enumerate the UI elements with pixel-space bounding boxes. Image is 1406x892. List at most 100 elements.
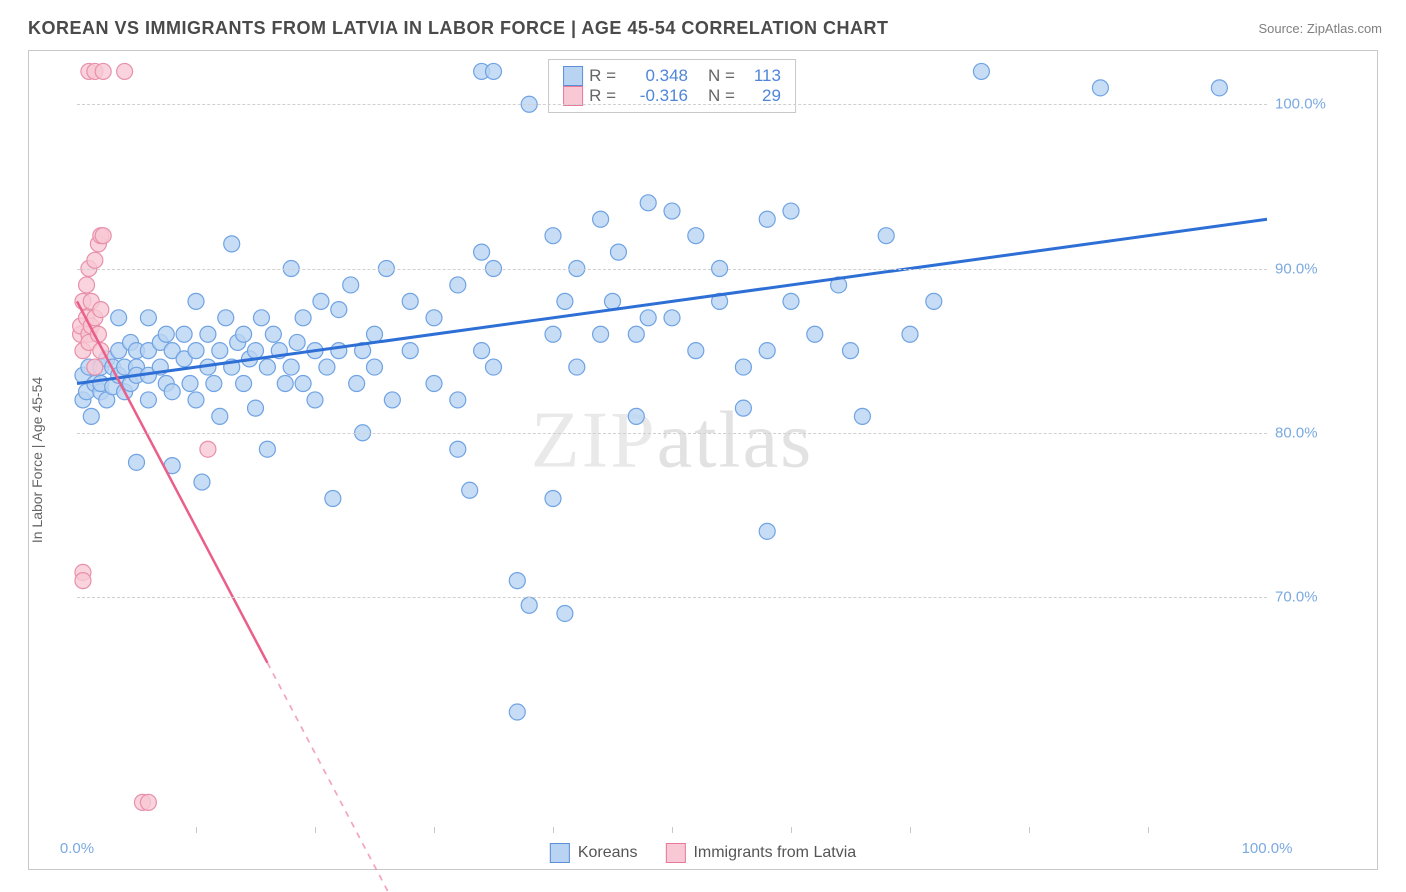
data-point — [664, 203, 680, 219]
trendline-extrapolated — [267, 663, 410, 892]
data-point — [664, 310, 680, 326]
y-tick-label: 90.0% — [1275, 260, 1371, 277]
data-point — [117, 63, 133, 79]
data-point — [283, 359, 299, 375]
data-point — [926, 293, 942, 309]
data-point — [295, 310, 311, 326]
data-point — [545, 228, 561, 244]
data-point — [331, 302, 347, 318]
data-point — [111, 310, 127, 326]
data-point — [188, 343, 204, 359]
data-point — [557, 293, 573, 309]
legend-swatch — [665, 843, 685, 863]
data-point — [628, 326, 644, 342]
data-point — [277, 376, 293, 392]
data-point — [783, 203, 799, 219]
data-point — [640, 195, 656, 211]
legend-swatch — [563, 86, 583, 106]
data-point — [236, 376, 252, 392]
plot-area: ZIPatlas R =0.348N =113R =-0.316N =29 70… — [77, 55, 1267, 827]
data-point — [95, 63, 111, 79]
data-point — [640, 310, 656, 326]
y-tick-label: 70.0% — [1275, 589, 1371, 606]
data-point — [973, 63, 989, 79]
x-tick-label: 0.0% — [60, 840, 94, 857]
data-point — [426, 376, 442, 392]
data-point — [843, 343, 859, 359]
data-point — [236, 326, 252, 342]
data-point — [426, 310, 442, 326]
data-point — [402, 343, 418, 359]
data-point — [402, 293, 418, 309]
data-point — [325, 490, 341, 506]
data-point — [462, 482, 478, 498]
n-value: 29 — [741, 86, 781, 106]
plot-svg — [77, 55, 1267, 827]
data-point — [593, 326, 609, 342]
data-point — [200, 326, 216, 342]
data-point — [759, 523, 775, 539]
data-point — [140, 392, 156, 408]
x-tick-label: 100.0% — [1242, 840, 1293, 857]
legend-row: R =0.348N =113 — [563, 66, 781, 86]
data-point — [474, 244, 490, 260]
legend-row: R =-0.316N =29 — [563, 86, 781, 106]
trendline — [77, 219, 1267, 383]
data-point — [265, 326, 281, 342]
data-point — [783, 293, 799, 309]
data-point — [218, 310, 234, 326]
data-point — [194, 474, 210, 490]
chart-container: In Labor Force | Age 45-54 ZIPatlas R =0… — [28, 50, 1378, 870]
data-point — [206, 376, 222, 392]
data-point — [605, 293, 621, 309]
data-point — [557, 605, 573, 621]
data-point — [83, 408, 99, 424]
y-tick-label: 100.0% — [1275, 96, 1371, 113]
x-tick-mark — [791, 827, 792, 833]
legend-label: Immigrants from Latvia — [693, 844, 856, 862]
data-point — [87, 252, 103, 268]
data-point — [509, 704, 525, 720]
legend-item: Immigrants from Latvia — [665, 843, 856, 863]
data-point — [188, 392, 204, 408]
x-tick-mark — [434, 827, 435, 833]
data-point — [295, 376, 311, 392]
data-point — [129, 454, 145, 470]
chart-title: KOREAN VS IMMIGRANTS FROM LATVIA IN LABO… — [28, 18, 889, 39]
gridline — [77, 433, 1267, 434]
data-point — [569, 359, 585, 375]
n-label: N = — [708, 66, 735, 86]
r-label: R = — [589, 66, 616, 86]
data-point — [75, 573, 91, 589]
data-point — [545, 326, 561, 342]
data-point — [349, 376, 365, 392]
x-tick-mark — [910, 827, 911, 833]
data-point — [87, 359, 103, 375]
data-point — [224, 236, 240, 252]
legend-swatch — [550, 843, 570, 863]
data-point — [759, 343, 775, 359]
data-point — [367, 326, 383, 342]
data-point — [545, 490, 561, 506]
y-tick-label: 80.0% — [1275, 424, 1371, 441]
data-point — [212, 343, 228, 359]
data-point — [878, 228, 894, 244]
data-point — [158, 326, 174, 342]
gridline — [77, 104, 1267, 105]
n-label: N = — [708, 86, 735, 106]
data-point — [289, 334, 305, 350]
data-point — [248, 343, 264, 359]
data-point — [313, 293, 329, 309]
data-point — [95, 228, 111, 244]
data-point — [140, 794, 156, 810]
x-tick-mark — [1029, 827, 1030, 833]
data-point — [593, 211, 609, 227]
data-point — [610, 244, 626, 260]
data-point — [486, 63, 502, 79]
legend-swatch — [563, 66, 583, 86]
data-point — [509, 573, 525, 589]
gridline — [77, 269, 1267, 270]
data-point — [93, 302, 109, 318]
data-point — [759, 211, 775, 227]
header: KOREAN VS IMMIGRANTS FROM LATVIA IN LABO… — [0, 0, 1406, 47]
